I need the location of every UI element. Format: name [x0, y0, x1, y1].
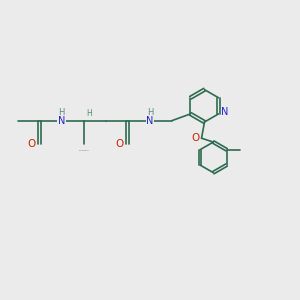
Text: H: H [58, 108, 65, 117]
Text: N: N [58, 116, 65, 126]
Text: H: H [147, 108, 153, 117]
Text: O: O [27, 139, 35, 149]
Text: O: O [191, 133, 199, 143]
Text: methyl below: methyl below [79, 150, 88, 151]
Text: N: N [146, 116, 154, 126]
Text: O: O [116, 139, 124, 149]
Text: N: N [221, 107, 229, 118]
Text: H: H [86, 109, 92, 118]
